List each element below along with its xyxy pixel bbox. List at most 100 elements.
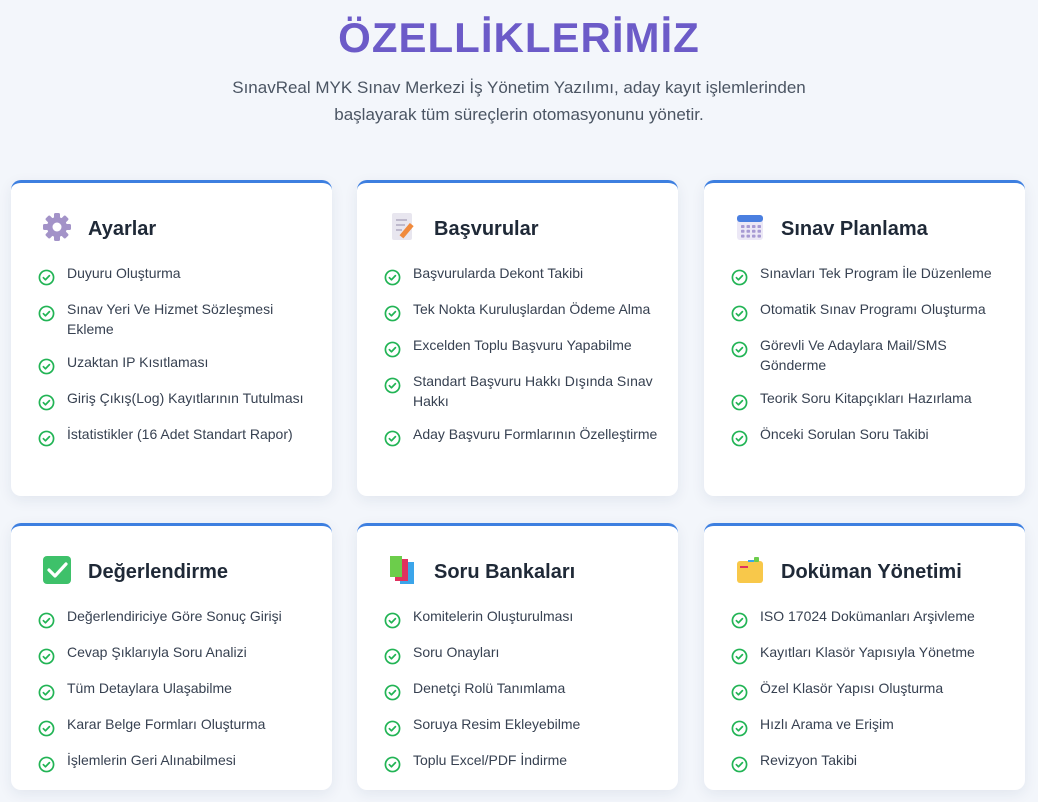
card-title: Soru Bankaları [434,561,576,583]
feature-text: Tüm Detaylara Ulaşabilme [67,680,232,696]
feature-list: Duyuru Oluşturma Sınav Yeri Ve Hizmet Söz… [38,263,312,460]
check-circle-icon [38,305,55,322]
list-item: Görevli Ve Adaylara Mail/SMS Gönderme [731,335,1005,375]
feature-text: Sınavları Tek Program İle Düzenleme [760,265,992,281]
list-item: Tüm Detaylara Ulaşabilme [38,678,312,701]
check-circle-icon [38,612,55,629]
folder-icon [734,554,781,591]
check-circle-icon [384,612,401,629]
check-box-icon [41,554,88,591]
list-item: Komitelerin Oluşturulması [384,606,658,629]
feature-text: Değerlendiriciye Göre Sonuç Girişi [67,608,282,624]
list-item: İşlemlerin Geri Alınabilmesi [38,750,312,773]
check-circle-icon [731,756,748,773]
books-icon [387,554,434,591]
check-circle-icon [38,394,55,411]
list-item: Otomatik Sınav Programı Oluşturma [731,299,1005,322]
check-circle-icon [38,358,55,375]
feature-text: Tek Nokta Kuruluşlardan Ödeme Alma [413,301,651,317]
subtitle-line: SınavReal MYK Sınav Merkezi İş Yönetim Y… [232,78,806,97]
check-circle-icon [384,756,401,773]
feature-text: Soruya Resim Ekleyebilme [413,716,581,732]
check-circle-icon [384,430,401,447]
list-item: Değerlendiriciye Göre Sonuç Girişi [38,606,312,629]
list-item: Sınav Yeri Ve Hizmet Sözleşmesi Ekleme [38,299,312,339]
card-title: Ayarlar [88,218,157,240]
feature-list: ISO 17024 Dokümanları Arşivleme Kayıtları… [731,606,1005,786]
list-item: Başvurularda Dekont Takibi [384,263,658,286]
feature-list: Sınavları Tek Program İle Düzenleme Otoma… [731,263,1005,460]
check-circle-icon [38,756,55,773]
feature-text: Hızlı Arama ve Erişim [760,716,894,732]
list-item: Denetçi Rolü Tanımlama [384,678,658,701]
feature-text: Aday Başvuru Formlarının Özelleştirme [413,426,658,442]
feature-text: Önceki Sorulan Soru Takibi [760,426,929,442]
check-circle-icon [38,430,55,447]
feature-text: Kayıtları Klasör Yapısıyla Yönetme [760,644,975,660]
list-item: ISO 17024 Dokümanları Arşivleme [731,606,1005,629]
feature-text: Görevli Ve Adaylara Mail/SMS Gönderme [760,337,947,373]
check-circle-icon [384,684,401,701]
check-circle-icon [384,377,401,394]
document-pencil-icon [387,211,434,248]
check-circle-icon [731,720,748,737]
feature-text: İşlemlerin Geri Alınabilmesi [67,752,236,768]
feature-text: Giriş Çıkış(Log) Kayıtlarının Tutulması [67,390,304,406]
list-item: Excelden Toplu Başvuru Yapabilme [384,335,658,358]
feature-text: İstatistikler (16 Adet Standart Rapor) [67,426,293,442]
feature-card-1: Ayarlar Duyuru Oluşturma Sınav Yeri Ve Hiz… [11,180,332,496]
list-item: Kayıtları Klasör Yapısıyla Yönetme [731,642,1005,665]
card-header: Başvurular [387,211,539,248]
check-circle-icon [38,684,55,701]
feature-text: Özel Klasör Yapısı Oluşturma [760,680,944,696]
check-circle-icon [731,684,748,701]
card-title: Sınav Planlama [781,218,928,240]
check-circle-icon [731,648,748,665]
check-circle-icon [731,430,748,447]
feature-text: Soru Onayları [413,644,500,660]
list-item: Karar Belge Formları Oluşturma [38,714,312,737]
list-item: Aday Başvuru Formlarının Özelleştirme [384,424,658,447]
card-title: Başvurular [434,218,539,240]
feature-text: Toplu Excel/PDF İndirme [413,752,568,768]
feature-text: Teorik Soru Kitapçıkları Hazırlama [760,390,972,406]
check-circle-icon [731,269,748,286]
check-circle-icon [731,612,748,629]
page-subtitle: SınavReal MYK Sınav Merkezi İş Yönetim Y… [0,74,1038,128]
list-item: Önceki Sorulan Soru Takibi [731,424,1005,447]
feature-card-5: Soru Bankaları Komitelerin Oluşturulması S… [357,523,678,790]
card-header: Sınav Planlama [734,211,928,248]
list-item: Standart Başvuru Hakkı Dışında Sınav Hak… [384,371,658,411]
feature-list: Komitelerin Oluşturulması Soru Onayları De… [384,606,658,786]
feature-card-2: Başvurular Başvurularda Dekont Takibi Tek … [357,180,678,496]
feature-text: Başvurularda Dekont Takibi [413,265,584,281]
subtitle-line: başlayarak tüm süreçlerin otomasyonunu y… [334,105,704,124]
feature-list: Değerlendiriciye Göre Sonuç Girişi Cevap … [38,606,312,786]
card-title: Doküman Yönetimi [781,561,962,583]
check-circle-icon [384,269,401,286]
feature-card-3: Sınav Planlama Sınavları Tek Program İle … [704,180,1025,496]
list-item: Tek Nokta Kuruluşlardan Ödeme Alma [384,299,658,322]
gear-icon [41,211,88,248]
feature-text: Cevap Şıklarıyla Soru Analizi [67,644,247,660]
feature-text: Excelden Toplu Başvuru Yapabilme [413,337,632,353]
card-title: Değerlendirme [88,561,229,583]
feature-text: Karar Belge Formları Oluşturma [67,716,266,732]
card-header: Doküman Yönetimi [734,554,962,591]
list-item: Sınavları Tek Program İle Düzenleme [731,263,1005,286]
feature-text: Komitelerin Oluşturulması [413,608,574,624]
list-item: Toplu Excel/PDF İndirme [384,750,658,773]
check-circle-icon [38,648,55,665]
feature-card-6: Doküman Yönetimi ISO 17024 Dokümanları Ar… [704,523,1025,790]
list-item: Özel Klasör Yapısı Oluşturma [731,678,1005,701]
card-header: Ayarlar [41,211,156,248]
check-circle-icon [38,269,55,286]
page-title: ÖZELLİKLERİMİZ [338,14,700,61]
list-item: Teorik Soru Kitapçıkları Hazırlama [731,388,1005,411]
check-circle-icon [731,341,748,358]
check-circle-icon [384,305,401,322]
check-circle-icon [731,394,748,411]
list-item: Giriş Çıkış(Log) Kayıtlarının Tutulması [38,388,312,411]
feature-text: Sınav Yeri Ve Hizmet Sözleşmesi Ekleme [67,301,274,337]
list-item: Soruya Resim Ekleyebilme [384,714,658,737]
